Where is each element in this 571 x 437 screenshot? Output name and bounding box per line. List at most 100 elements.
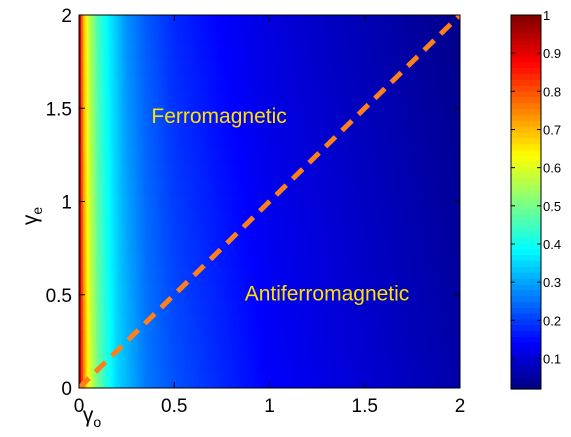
heatmap-cell — [134, 298, 137, 314]
heatmap-cell — [193, 74, 196, 91]
heatmap-cell — [330, 29, 333, 46]
heatmap-cell — [275, 358, 278, 374]
heatmap-cell — [212, 313, 215, 329]
heatmap-cell — [206, 15, 210, 31]
heatmap-cell — [155, 343, 158, 359]
heatmap-cell — [456, 119, 459, 135]
heatmap-cell — [124, 328, 128, 344]
heatmap-cell — [410, 164, 413, 180]
heatmap-cell — [181, 134, 185, 150]
heatmap-cell — [239, 149, 242, 165]
heatmap-cell — [191, 119, 194, 135]
heatmap-cell — [130, 223, 133, 240]
heatmap-cell — [128, 74, 132, 91]
heatmap-cell — [115, 328, 118, 344]
heatmap-cell — [109, 104, 112, 121]
heatmap-cell — [107, 104, 111, 121]
heatmap-cell — [343, 253, 347, 270]
heatmap-cell — [187, 44, 191, 61]
heatmap-cell — [429, 104, 433, 121]
heatmap-cell — [349, 223, 353, 240]
heatmap-cell — [206, 238, 210, 255]
heatmap-cell — [439, 358, 442, 374]
heatmap-cell — [223, 328, 227, 344]
heatmap-cell — [160, 164, 164, 180]
heatmap-cell — [410, 44, 413, 61]
heatmap-cell — [319, 223, 322, 240]
heatmap-cell — [223, 89, 227, 106]
heatmap-cell — [210, 59, 213, 76]
heatmap-cell — [239, 373, 242, 388]
heatmap-cell — [456, 313, 459, 329]
heatmap-cell — [379, 238, 383, 255]
heatmap-cell — [168, 208, 172, 225]
heatmap-cell — [246, 44, 250, 61]
heatmap-cell — [176, 268, 179, 285]
heatmap-cell — [212, 208, 215, 225]
heatmap-cell — [166, 298, 170, 314]
heatmap-cell — [259, 298, 263, 314]
heatmap-cell — [256, 29, 259, 46]
heatmap-cell — [305, 223, 309, 240]
heatmap-cell — [84, 164, 88, 180]
heatmap-cell — [399, 89, 402, 106]
heatmap-cell — [332, 298, 335, 314]
heatmap-cell — [339, 59, 343, 76]
heatmap-cell — [178, 164, 181, 180]
heatmap-cell — [99, 223, 103, 240]
heatmap-cell — [412, 328, 415, 344]
heatmap-cell — [181, 208, 185, 225]
heatmap-cell — [90, 44, 93, 61]
heatmap-cell — [193, 358, 196, 374]
heatmap-cell — [359, 328, 362, 344]
heatmap-cell — [237, 104, 240, 121]
heatmap-cell — [410, 179, 413, 195]
heatmap-cell — [183, 119, 187, 135]
heatmap-cell — [166, 89, 170, 106]
heatmap-cell — [439, 194, 442, 210]
heatmap-cell — [191, 328, 194, 344]
heatmap-cell — [143, 15, 147, 31]
heatmap-cell — [336, 298, 339, 314]
heatmap-cell — [286, 253, 290, 270]
heatmap-cell — [202, 119, 206, 135]
heatmap-cell — [444, 313, 448, 329]
heatmap-cell — [206, 29, 210, 46]
heatmap-cell — [309, 149, 313, 165]
heatmap-cell — [282, 134, 286, 150]
heatmap-cell — [307, 89, 311, 106]
heatmap-cell — [103, 194, 107, 210]
heatmap-cell — [317, 298, 320, 314]
heatmap-cell — [178, 74, 181, 91]
heatmap-cell — [341, 134, 345, 150]
heatmap-cell — [218, 223, 221, 240]
heatmap-cell — [84, 268, 88, 285]
heatmap-cell — [229, 343, 232, 359]
heatmap-cell — [320, 149, 324, 165]
heatmap-cell — [389, 59, 393, 76]
heatmap-cell — [309, 298, 313, 314]
heatmap-cell — [275, 134, 278, 150]
heatmap-cell — [296, 59, 299, 76]
heatmap-cell — [376, 343, 379, 359]
heatmap-cell — [397, 283, 400, 300]
heatmap-cell — [290, 179, 293, 195]
heatmap-cell — [387, 104, 391, 121]
heatmap-cell — [313, 268, 316, 285]
heatmap-cell — [279, 253, 282, 270]
heatmap-cell — [456, 268, 459, 285]
heatmap-cell — [237, 74, 240, 91]
heatmap-cell — [210, 253, 213, 270]
heatmap-cell — [414, 313, 417, 329]
heatmap-cell — [456, 328, 459, 344]
heatmap-cell — [357, 328, 360, 344]
heatmap-cell — [128, 313, 132, 329]
heatmap-cell — [370, 298, 373, 314]
heatmap-cell — [315, 298, 318, 314]
heatmap-cell — [376, 179, 379, 195]
heatmap-cell — [294, 238, 297, 255]
heatmap-cell — [250, 15, 253, 31]
heatmap-cell — [195, 179, 198, 195]
heatmap-cell — [395, 15, 398, 31]
heatmap-cell — [210, 328, 213, 344]
